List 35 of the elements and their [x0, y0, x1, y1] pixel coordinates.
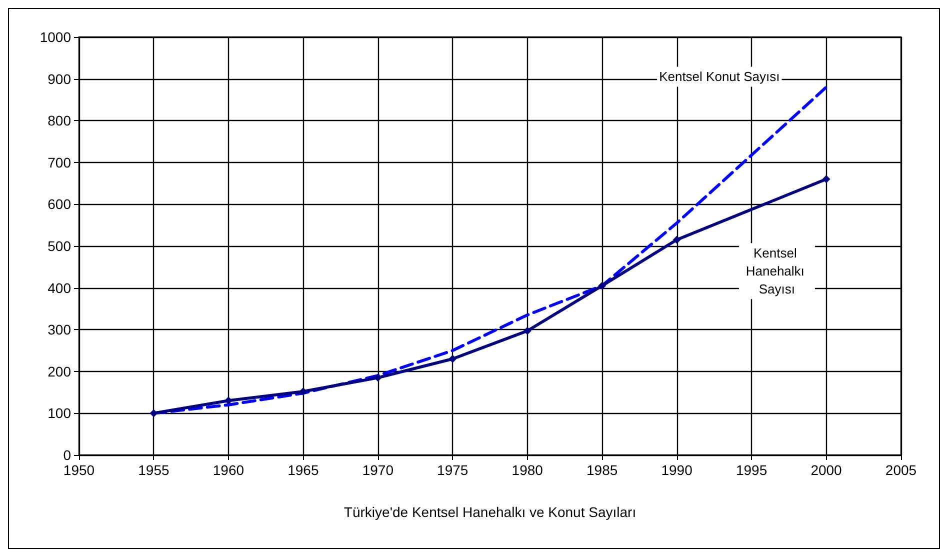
x-tick-label: 1990 — [661, 462, 693, 478]
point — [224, 396, 232, 405]
point — [299, 387, 308, 396]
y-tick-label: 600 — [48, 196, 72, 212]
x-tick-label: 1985 — [586, 462, 618, 478]
x-tick-label: 1995 — [736, 462, 768, 478]
y-tick-label: 200 — [48, 363, 72, 380]
y-tick-label: 500 — [48, 238, 72, 254]
point — [598, 282, 606, 290]
x-tick-label: 2000 — [810, 462, 842, 478]
x-tick-label: 1965 — [288, 462, 319, 478]
x-tick-label: 1970 — [362, 462, 394, 478]
x-tick-label: 1980 — [512, 462, 544, 478]
y-tick-label: 0 — [63, 447, 72, 463]
y-tick-label: 300 — [48, 322, 72, 338]
x-tick-label: 1950 — [63, 462, 95, 478]
x-axis-title: Türkiye'de Kentsel Hanehalkı ve Konut Sayıları — [344, 504, 636, 520]
text: Kentsel Hanehalkı Sayısı — [746, 246, 808, 297]
point — [523, 326, 532, 335]
x-tick-label: 1955 — [138, 462, 170, 478]
x-tick-label: 1975 — [437, 462, 468, 478]
y-tick-label: 800 — [48, 112, 72, 129]
y-tick-label: 900 — [48, 70, 72, 87]
point — [822, 175, 830, 184]
y-tick-label: 400 — [48, 280, 72, 296]
y-tick-label: 1000 — [40, 29, 72, 45]
point — [672, 236, 681, 244]
point — [150, 409, 158, 418]
point — [374, 374, 382, 382]
y-tick-label: 700 — [48, 154, 72, 170]
y-tick-label: 100 — [48, 405, 72, 422]
x-tick-label: 1960 — [212, 462, 244, 478]
text: Kentsel Konut Sayısı — [659, 69, 780, 84]
x-tick-label: 2005 — [885, 462, 917, 478]
point — [448, 354, 457, 363]
